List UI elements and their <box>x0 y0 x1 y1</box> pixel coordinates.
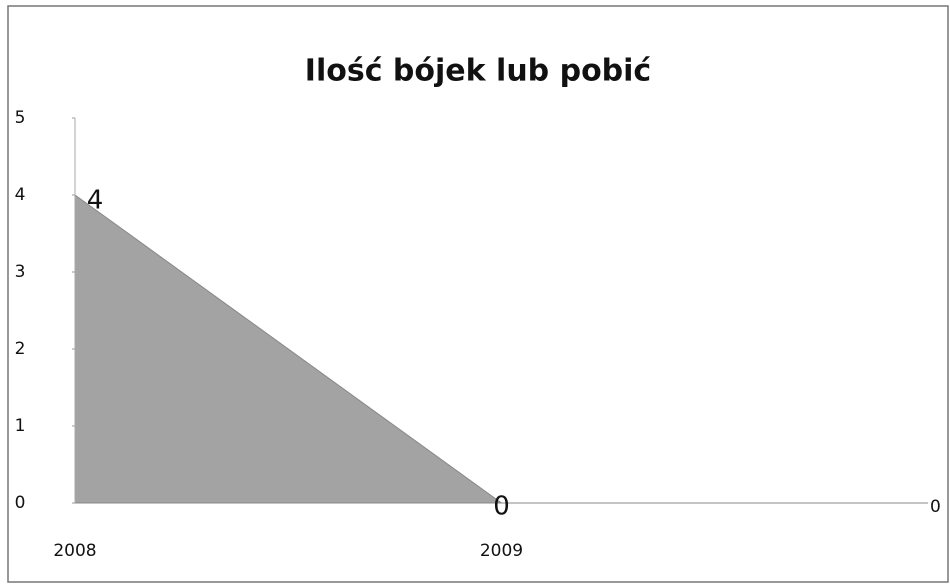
y-tick-label: 0 <box>15 493 26 513</box>
data-label: 0 <box>493 492 510 522</box>
y-tick-label: 1 <box>15 416 26 436</box>
y-tick-label: 2 <box>15 339 26 359</box>
y-tick-label: 4 <box>15 185 26 205</box>
x-tick-label: 2008 <box>53 541 96 561</box>
y-tick-label: 5 <box>15 108 26 128</box>
y-tick-label: 3 <box>15 262 26 282</box>
chart-title: Ilość bójek lub pobić <box>305 54 651 89</box>
data-label: 4 <box>87 186 104 216</box>
x-tick-label: 2009 <box>480 541 523 561</box>
data-label: 0 <box>930 497 941 517</box>
